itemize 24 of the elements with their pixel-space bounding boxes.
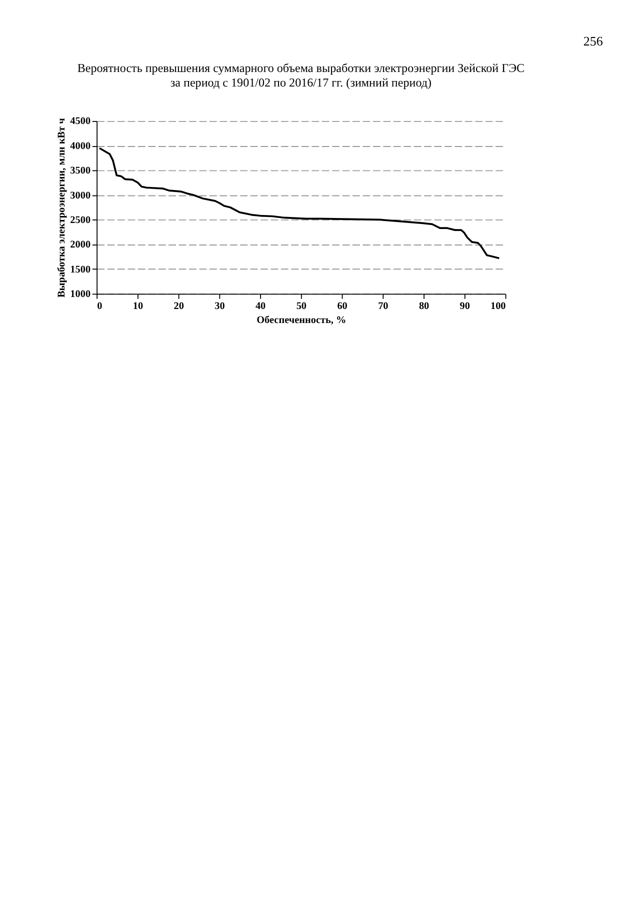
x-tick-label: 50 [296,301,307,312]
x-tick-label: 100 [490,301,506,312]
x-tick-label: 30 [214,301,225,312]
x-tick-label: 80 [418,301,430,312]
y-tick-label: 1500 [70,264,91,276]
x-tick-label: 10 [132,301,144,312]
y-tick-label: 2000 [70,240,91,251]
x-tick-label: 0 [97,301,102,312]
y-tick-label: 4500 [70,116,91,128]
x-tick-label: 70 [378,301,388,312]
x-tick-label: 90 [460,301,470,312]
x-tick-label: 60 [337,301,348,312]
y-tick-label: 2500 [70,214,91,226]
chart-title: Вероятность превышения суммарного объема выработки электроэнергии Зейской ГЭС [77,60,525,75]
y-tick-label: 1000 [70,289,91,300]
y-tick-label: 3500 [70,166,91,177]
y-tick-label: 4000 [70,140,91,152]
x-axis-title: Обеспеченность, % [256,315,346,326]
x-tick-label: 20 [174,301,184,312]
chart-subtitle: за период с 1901/02 по 2016/17 гг. (зимний период) [170,76,432,90]
text: 256 [583,34,604,49]
x-tick-label: 40 [255,301,266,312]
y-axis-title: Выработка электроэнергии, млн кВт ч [56,118,68,298]
y-tick-label: 3000 [70,190,91,202]
